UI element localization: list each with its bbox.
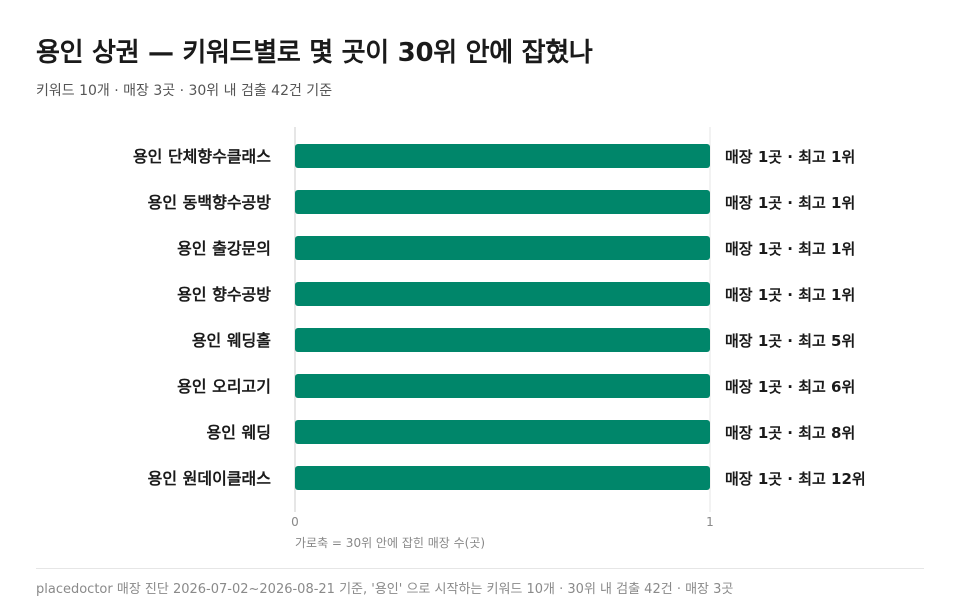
category-label: 용인 출강문의 xyxy=(177,239,271,258)
x-tick-label: 1 xyxy=(706,515,714,529)
category-label: 용인 웨딩홀 xyxy=(192,331,271,350)
data-label: 매장 1곳 · 최고 1위 xyxy=(725,240,855,258)
chart-title: 용인 상권 — 키워드별로 몇 곳이 30위 안에 잡혔나 xyxy=(36,38,593,68)
x-axis-label: 가로축 = 30위 안에 잡힌 매장 수(곳) xyxy=(295,536,485,550)
data-label: 매장 1곳 · 최고 1위 xyxy=(725,194,855,212)
bar xyxy=(295,374,710,398)
category-label: 용인 향수공방 xyxy=(177,285,271,304)
data-label: 매장 1곳 · 최고 5위 xyxy=(725,332,855,350)
category-label: 용인 웨딩 xyxy=(207,423,271,442)
bar xyxy=(295,466,710,490)
chart-subtitle: 키워드 10개 · 매장 3곳 · 30위 내 검출 42건 기준 xyxy=(36,83,333,99)
category-label: 용인 동백향수공방 xyxy=(148,193,272,212)
data-label: 매장 1곳 · 최고 8위 xyxy=(725,424,855,442)
data-label: 매장 1곳 · 최고 6위 xyxy=(725,378,855,396)
data-label: 매장 1곳 · 최고 12위 xyxy=(725,470,866,488)
data-label: 매장 1곳 · 최고 1위 xyxy=(725,148,855,166)
bar xyxy=(295,190,710,214)
data-label: 매장 1곳 · 최고 1위 xyxy=(725,286,855,304)
bar xyxy=(295,328,710,352)
chart-footer: placedoctor 매장 진단 2026-07-02~2026-08-21 … xyxy=(36,582,734,597)
bar xyxy=(295,144,710,168)
bar xyxy=(295,282,710,306)
category-label: 용인 단체향수클래스 xyxy=(133,147,271,166)
bar xyxy=(295,236,710,260)
footer-divider xyxy=(36,568,924,569)
category-label: 용인 원데이클래스 xyxy=(148,469,272,488)
x-tick-label: 0 xyxy=(291,515,299,529)
category-label: 용인 오리고기 xyxy=(177,377,271,396)
bar xyxy=(295,420,710,444)
